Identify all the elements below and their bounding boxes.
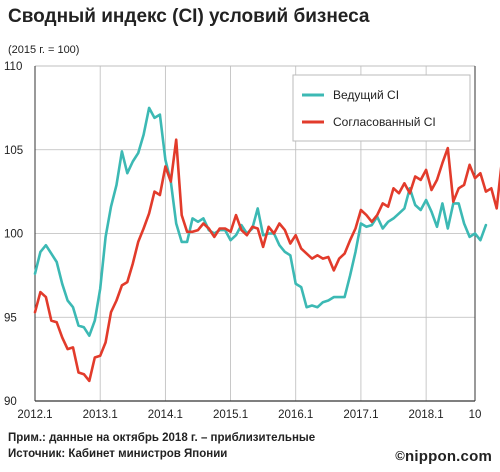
- source-note: Источник: Кабинет министров Японии: [8, 448, 228, 460]
- series-lines: [33, 106, 500, 383]
- y-tick-label: 100: [4, 229, 23, 241]
- legend-label: Ведущий CI: [333, 88, 399, 102]
- chart-title: Сводный индекс (CI) условий бизнеса: [8, 6, 370, 27]
- y-tick-label: 110: [4, 61, 22, 73]
- y-tick-label: 95: [4, 312, 17, 324]
- x-tick-label: 2013.1: [83, 409, 118, 421]
- x-tick-label: 2014.1: [148, 409, 183, 421]
- x-tick-label: 10: [469, 409, 482, 421]
- copyright-icon: ©: [395, 448, 405, 463]
- logo-text: nippon.com: [405, 448, 492, 465]
- legend: Ведущий CI Согласованный CI: [292, 74, 471, 142]
- footnote: Прим.: данные на октябрь 2018 г. – прибл…: [8, 432, 316, 444]
- x-tick-label: 2016.1: [278, 409, 313, 421]
- nippon-logo: ©nippon.com: [395, 448, 492, 465]
- x-tick-label: 2012.1: [17, 409, 52, 421]
- legend-box: [292, 74, 471, 142]
- axes: 90 95 100 105 110 2012.1 2013.1 2014.1 2015.1 201…: [4, 61, 481, 421]
- x-tick-label: 2015.1: [213, 409, 248, 421]
- series-line-leading: [33, 106, 488, 338]
- x-tick-label: 2018.1: [409, 409, 444, 421]
- y-axis-unit-label: (2015 г. = 100): [8, 44, 80, 56]
- series-line-coincident: [33, 138, 500, 383]
- legend-label: Согласованный CI: [333, 115, 436, 129]
- y-tick-label: 105: [4, 145, 23, 157]
- y-tick-label: 90: [4, 396, 17, 408]
- x-tick-label: 2017.1: [343, 409, 378, 421]
